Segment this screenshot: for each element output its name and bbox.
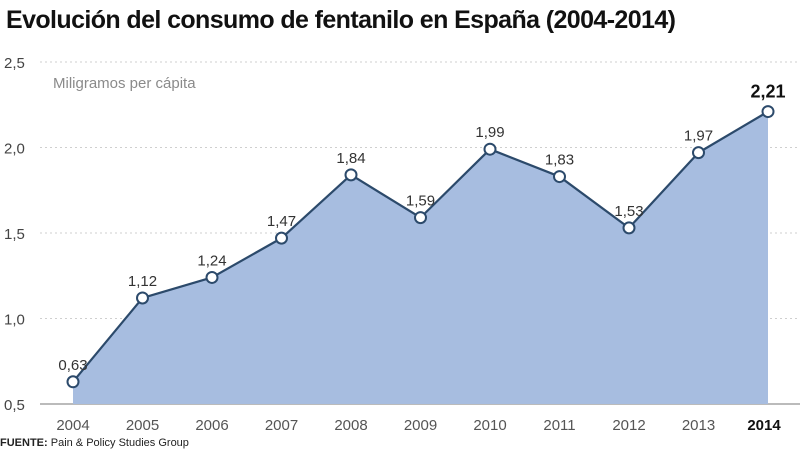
y-tick-label: 1,0 (4, 312, 25, 329)
data-point (483, 142, 497, 156)
data-label: 1,47 (267, 213, 296, 230)
source-text: Pain & Policy Studies Group (50, 437, 189, 449)
data-point (622, 221, 636, 235)
chart-title: Evolución del consumo de fentanilo en Es… (6, 6, 676, 34)
y-tick-label: 2,0 (4, 141, 25, 158)
data-label: 1,99 (475, 124, 504, 141)
data-points (66, 105, 775, 389)
area-chart: 0,5 1,0 1,5 2,0 2,5 0,63 1,12 1,24 1,47 1,84 1,59… (4, 55, 800, 434)
x-tick-label: 2011 (543, 417, 575, 434)
data-label: 1,97 (684, 128, 713, 145)
y-tick-label: 0,5 (4, 397, 25, 414)
data-label: 2,21 (750, 82, 785, 102)
data-label: 0,63 (58, 357, 87, 374)
data-labels: 0,63 1,12 1,24 1,47 1,84 1,59 1,99 1,83 1,53 1,97… (58, 82, 785, 374)
data-point (414, 211, 427, 225)
x-tick-label: 2012 (612, 417, 645, 434)
x-tick-label: 2006 (195, 417, 228, 434)
data-label: 1,24 (197, 252, 226, 269)
x-tick-label: 2013 (682, 417, 715, 434)
y-tick-label: 2,5 (4, 55, 25, 72)
y-tick-label: 1,5 (4, 226, 25, 243)
data-point (344, 168, 358, 182)
x-tick-label: 2008 (334, 417, 367, 434)
x-tick-label: 2004 (56, 417, 89, 434)
data-label: 1,59 (406, 193, 435, 210)
x-tick-label: 2014 (747, 417, 781, 434)
chart-subtitle: Miligramos per cápita (53, 75, 196, 92)
x-tick-label: 2010 (473, 417, 506, 434)
data-label: 1,12 (128, 273, 157, 290)
x-axis: 2004 2005 2006 2007 2008 2009 2010 2011 2012 2013… (56, 417, 781, 434)
data-point (136, 291, 149, 305)
data-label: 1,53 (614, 203, 643, 220)
data-point (761, 105, 775, 119)
data-point (692, 146, 705, 160)
y-axis: 0,5 1,0 1,5 2,0 2,5 (4, 55, 25, 414)
area-fill (73, 111, 768, 404)
data-point (66, 375, 80, 389)
source-note: FUENTE: Pain & Policy Studies Group (0, 437, 189, 449)
data-point (205, 270, 219, 284)
data-label: 1,84 (336, 150, 365, 167)
x-tick-label: 2009 (404, 417, 437, 434)
data-point (553, 170, 566, 184)
x-tick-label: 2005 (126, 417, 159, 434)
source-prefix: FUENTE: (0, 437, 48, 449)
x-tick-label: 2007 (265, 417, 298, 434)
data-point (275, 231, 288, 245)
data-label: 1,83 (545, 152, 574, 169)
